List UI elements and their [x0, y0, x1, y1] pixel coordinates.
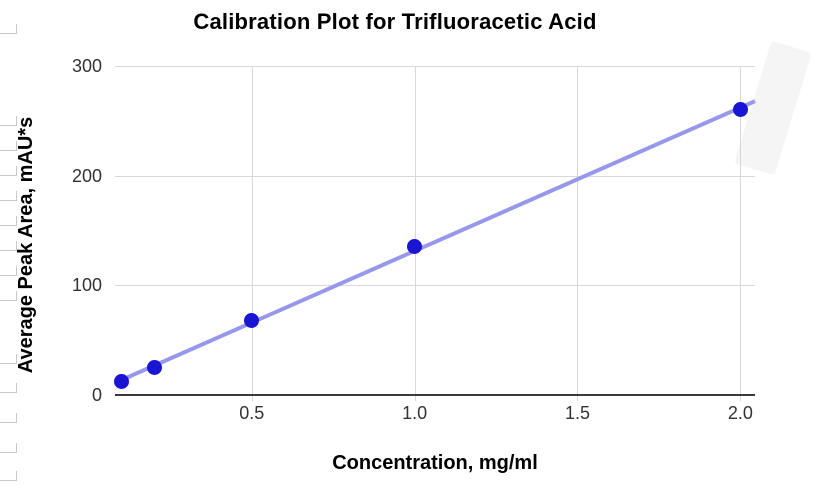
y-gridline-200 [115, 175, 755, 177]
y-tick-label-200: 200 [71, 165, 102, 186]
cell-corner-mark [0, 116, 17, 126]
x-gridline-0.5 [251, 66, 253, 401]
data-point-0.1[interactable] [114, 374, 130, 390]
data-point-0.2[interactable] [146, 360, 162, 376]
x-tick-label-2.0: 2.0 [727, 403, 753, 423]
y-gridline-100 [115, 285, 755, 287]
y-axis-title: Average Peak Area, mAU*s [15, 116, 37, 374]
x-tick-label-0.5: 0.5 [239, 403, 265, 423]
cell-corner-mark [0, 413, 17, 423]
data-point-1[interactable] [407, 239, 423, 255]
y-gridline-300 [115, 66, 755, 67]
data-point-2[interactable] [732, 102, 748, 118]
cell-corner-mark [0, 266, 17, 276]
x-gridline-2.0 [740, 66, 742, 401]
cell-corner-mark [0, 383, 17, 393]
cell-corner-mark [0, 471, 17, 481]
x-gridline-1.5 [577, 66, 579, 401]
y-tick-label-0: 0 [91, 385, 102, 405]
cell-corner-mark [0, 354, 17, 364]
y-tick-label-100: 100 [71, 275, 102, 296]
x-tick-label-1.0: 1.0 [402, 403, 428, 423]
chart-title: Calibration Plot for Trifluoracetic Acid [193, 9, 597, 34]
cell-corner-mark [0, 291, 17, 301]
x-axis-line [115, 394, 755, 396]
cell-corner-mark [0, 241, 17, 251]
cell-corner-mark [0, 24, 17, 34]
cell-corner-mark [0, 216, 17, 226]
cell-corner-mark [0, 443, 17, 453]
x-gridline-1.0 [414, 66, 416, 401]
x-tick-label-1.5: 1.5 [564, 403, 590, 423]
x-axis-title: Concentration, mg/ml [332, 452, 538, 474]
data-point-0.5[interactable] [244, 312, 260, 328]
cell-corner-mark [0, 166, 17, 176]
plot-area[interactable] [114, 66, 756, 401]
y-tick-label-300: 300 [71, 56, 102, 76]
cell-corner-mark [0, 191, 17, 201]
cell-corner-mark [0, 141, 17, 151]
trendline [114, 99, 756, 385]
